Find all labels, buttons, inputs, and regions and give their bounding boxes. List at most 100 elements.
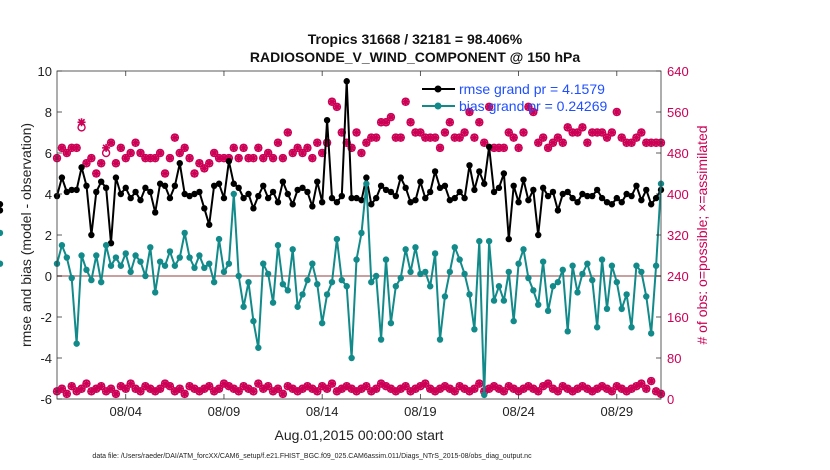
obs-assimilated-marker-d2 bbox=[264, 149, 272, 157]
data-point-rmse bbox=[471, 186, 478, 194]
obs-low-assimilated-marker bbox=[362, 382, 371, 391]
data-point-rmse bbox=[358, 196, 365, 204]
data-point-rmse bbox=[608, 201, 616, 208]
data-point-bias bbox=[363, 180, 370, 187]
obs-assimilated-marker bbox=[116, 143, 125, 152]
data-point-rmse bbox=[127, 194, 134, 202]
obs-assimilated-marker-d2 bbox=[470, 134, 478, 142]
data-point-rmse bbox=[328, 194, 336, 202]
obs-low-assimilated-marker-d2 bbox=[254, 380, 262, 388]
data-point-bias bbox=[466, 291, 473, 298]
obs-assimilated-marker bbox=[440, 128, 449, 137]
data-point-bias bbox=[127, 268, 134, 276]
data-point-bias bbox=[0, 229, 4, 237]
obs-assimilated-marker bbox=[529, 108, 538, 116]
obs-assimilated-marker bbox=[396, 133, 405, 142]
data-point-rmse bbox=[191, 190, 198, 198]
obs-low-assimilated-marker-d2 bbox=[461, 385, 469, 393]
obs-assimilated-marker-d2 bbox=[235, 154, 243, 162]
obs-low-assimilated-marker-d2 bbox=[156, 385, 164, 393]
data-point-bias bbox=[176, 254, 183, 261]
data-point-rmse bbox=[255, 192, 262, 200]
data-point-rmse bbox=[387, 188, 395, 196]
obs-assimilated-marker-d2 bbox=[382, 118, 390, 126]
obs-low-assimilated-marker-d2 bbox=[529, 385, 537, 393]
data-point-rmse bbox=[539, 184, 547, 192]
obs-assimilated-marker bbox=[249, 154, 258, 163]
data-point-rmse bbox=[348, 194, 355, 202]
data-point-rmse bbox=[186, 192, 193, 200]
obs-assimilated-marker bbox=[87, 154, 96, 163]
obs-assimilated-marker bbox=[627, 138, 636, 147]
data-point-bias bbox=[78, 252, 85, 259]
obs-count-layer bbox=[52, 97, 666, 399]
y-right-tick-label: 0 bbox=[667, 392, 674, 407]
data-point-bias bbox=[353, 256, 360, 263]
data-point-rmse bbox=[535, 231, 542, 239]
obs-assimilated-marker bbox=[485, 102, 494, 111]
obs-assimilated-marker bbox=[607, 128, 616, 137]
obs-low-assimilated-marker-d2 bbox=[274, 385, 282, 393]
obs-low-assimilated-marker bbox=[273, 384, 282, 393]
data-point-rmse bbox=[505, 235, 512, 243]
obs-low-assimilated-marker-d2 bbox=[377, 380, 385, 388]
data-point-bias bbox=[461, 270, 468, 278]
data-point-rmse bbox=[579, 190, 586, 198]
data-point-bias bbox=[210, 278, 218, 286]
data-point-rmse bbox=[0, 207, 4, 214]
data-point-rmse bbox=[466, 162, 473, 169]
data-point-rmse bbox=[73, 186, 80, 194]
data-point-bias bbox=[471, 326, 478, 333]
obs-low-assimilated-marker-d2 bbox=[495, 385, 503, 393]
obs-assimilated-marker bbox=[254, 143, 263, 152]
obs-low-assimilated-marker bbox=[470, 384, 479, 393]
obs-low-assimilated-marker-d2 bbox=[205, 382, 213, 390]
data-point-rmse bbox=[647, 201, 655, 208]
data-point-rmse bbox=[171, 182, 179, 189]
obs-assimilated-marker-d2 bbox=[362, 139, 370, 147]
obs-assimilated-marker bbox=[308, 154, 317, 163]
data-point-bias bbox=[490, 297, 498, 304]
data-point-bias bbox=[73, 340, 80, 347]
data-point-rmse bbox=[220, 194, 228, 202]
data-point-rmse bbox=[382, 186, 390, 194]
obs-low-assimilated-marker-d2 bbox=[343, 382, 351, 390]
data-point-bias bbox=[93, 252, 100, 259]
data-point-rmse bbox=[520, 176, 527, 183]
data-point-bias bbox=[171, 262, 179, 269]
obs-assimilated-marker bbox=[519, 128, 528, 137]
obs-low-assimilated-marker bbox=[327, 379, 336, 388]
data-point-bias bbox=[392, 283, 400, 290]
obs-low-assimilated-marker bbox=[499, 387, 508, 396]
obs-assimilated-marker bbox=[156, 149, 165, 157]
data-point-rmse bbox=[407, 199, 414, 206]
data-point-bias bbox=[436, 336, 444, 343]
data-point-rmse bbox=[147, 188, 154, 196]
data-point-rmse bbox=[215, 180, 223, 187]
obs-assimilated-marker-d2 bbox=[554, 134, 562, 142]
obs-assimilated-marker-d2 bbox=[254, 144, 262, 152]
legend-label-bias: bias grand pr = 0.24269 bbox=[459, 98, 607, 114]
obs-assimilated-marker-d2 bbox=[171, 134, 179, 142]
data-point-bias bbox=[407, 268, 414, 276]
obs-assimilated-marker bbox=[416, 128, 425, 137]
obs-assimilated-marker bbox=[612, 108, 621, 116]
data-point-bias bbox=[152, 289, 159, 296]
data-point-bias bbox=[260, 260, 267, 267]
data-point-bias bbox=[284, 287, 291, 294]
obs-assimilated-marker bbox=[107, 138, 116, 147]
obs-assimilated-marker bbox=[475, 118, 484, 127]
obs-low-assimilated-marker bbox=[401, 382, 410, 391]
data-point-bias bbox=[593, 324, 601, 331]
data-point-rmse bbox=[210, 182, 218, 189]
obs-assimilated-marker-d2 bbox=[480, 139, 488, 147]
data-point-bias bbox=[377, 336, 385, 343]
obs-low-assimilated-marker-d2 bbox=[549, 385, 557, 393]
data-point-bias bbox=[382, 256, 390, 263]
obs-low-assimilated-marker-d2 bbox=[146, 385, 154, 393]
data-point-bias bbox=[323, 291, 331, 298]
data-point-bias bbox=[333, 235, 341, 243]
data-point-rmse bbox=[323, 117, 331, 124]
obs-assimilated-marker-d2 bbox=[259, 154, 267, 162]
obs-assimilated-marker-d2 bbox=[176, 149, 184, 157]
